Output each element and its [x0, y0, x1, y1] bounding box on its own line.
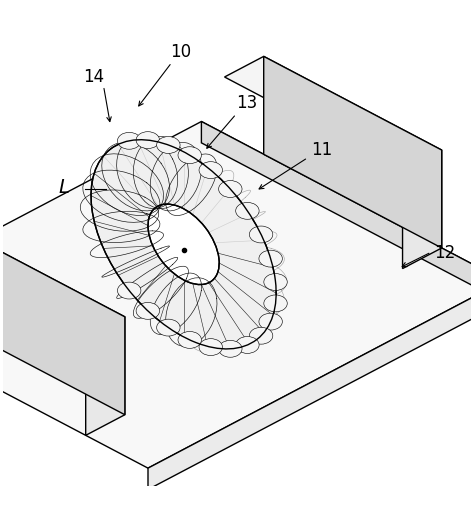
- Ellipse shape: [249, 227, 273, 243]
- Polygon shape: [0, 224, 125, 415]
- Text: 14: 14: [83, 68, 105, 86]
- Polygon shape: [0, 122, 474, 468]
- Ellipse shape: [264, 274, 287, 291]
- Polygon shape: [86, 317, 125, 435]
- Polygon shape: [148, 281, 474, 489]
- Polygon shape: [225, 57, 442, 171]
- Ellipse shape: [264, 295, 287, 312]
- Ellipse shape: [91, 140, 276, 349]
- Ellipse shape: [178, 332, 201, 348]
- Ellipse shape: [236, 203, 259, 220]
- Polygon shape: [402, 151, 442, 269]
- Polygon shape: [264, 57, 442, 248]
- Text: L: L: [58, 178, 69, 196]
- Ellipse shape: [156, 137, 180, 154]
- Polygon shape: [201, 122, 474, 302]
- Text: 12: 12: [434, 243, 455, 262]
- Ellipse shape: [136, 132, 160, 149]
- Ellipse shape: [118, 283, 141, 299]
- Ellipse shape: [178, 147, 201, 164]
- Ellipse shape: [249, 328, 273, 344]
- Text: 10: 10: [139, 42, 191, 107]
- Ellipse shape: [259, 250, 283, 268]
- Ellipse shape: [199, 339, 222, 356]
- Ellipse shape: [156, 320, 180, 336]
- Ellipse shape: [199, 162, 222, 179]
- Ellipse shape: [236, 337, 259, 354]
- Ellipse shape: [259, 314, 283, 330]
- Ellipse shape: [148, 205, 219, 285]
- Ellipse shape: [136, 303, 160, 320]
- Ellipse shape: [118, 133, 141, 150]
- Polygon shape: [0, 224, 125, 338]
- Ellipse shape: [219, 341, 242, 358]
- Text: 11: 11: [259, 141, 332, 189]
- Text: 13: 13: [207, 94, 257, 149]
- Ellipse shape: [219, 181, 242, 198]
